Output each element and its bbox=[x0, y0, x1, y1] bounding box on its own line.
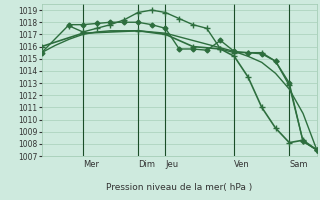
Text: Dim: Dim bbox=[138, 160, 155, 169]
Text: Ven: Ven bbox=[234, 160, 250, 169]
Text: Sam: Sam bbox=[289, 160, 308, 169]
Text: Mer: Mer bbox=[83, 160, 99, 169]
Text: Pression niveau de la mer( hPa ): Pression niveau de la mer( hPa ) bbox=[106, 183, 252, 192]
Text: Jeu: Jeu bbox=[165, 160, 179, 169]
